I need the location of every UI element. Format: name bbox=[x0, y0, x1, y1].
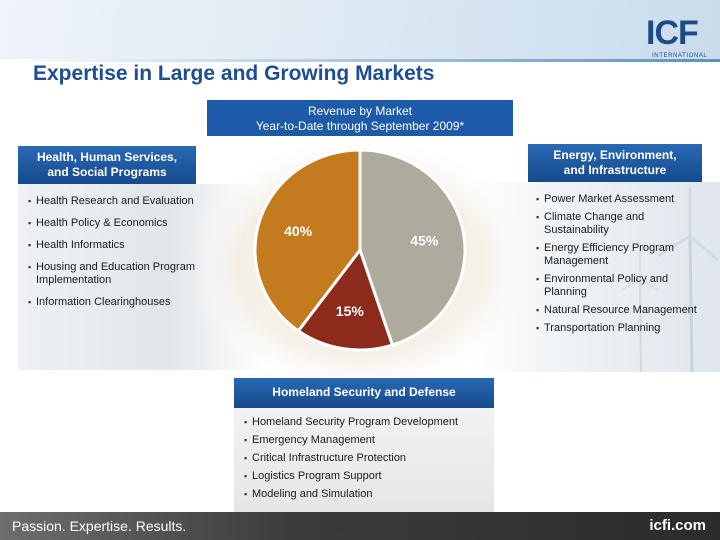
header-band bbox=[0, 0, 720, 62]
homeland-banner: Homeland Security and Defense bbox=[234, 378, 494, 408]
list-item: Health Informatics bbox=[28, 239, 248, 252]
energy-title-line1: Energy, Environment, bbox=[553, 148, 677, 162]
list-item: Information Clearinghouses bbox=[28, 296, 248, 309]
health-list: Health Research and Evaluation Health Po… bbox=[28, 195, 248, 318]
list-item: Energy Efficiency Program Management bbox=[536, 242, 706, 268]
list-item: Health Policy & Economics bbox=[28, 217, 248, 230]
list-item: Critical Infrastructure Protection bbox=[244, 452, 488, 465]
pie-chart: 45% 15% 40% bbox=[200, 140, 520, 380]
list-item: Emergency Management bbox=[244, 434, 488, 447]
list-item: Housing and Education Program Implementa… bbox=[28, 261, 248, 287]
list-item: Logistics Program Support bbox=[244, 470, 488, 483]
pie-slice-label: 45% bbox=[410, 232, 439, 248]
pie-slice bbox=[253, 148, 362, 333]
list-item: Homeland Security Program Development bbox=[244, 416, 488, 429]
health-title-line1: Health, Human Services, bbox=[36, 150, 178, 164]
list-item: Power Market Assessment bbox=[536, 193, 706, 206]
list-item: Modeling and Simulation bbox=[244, 488, 488, 501]
slide-title: Expertise in Large and Growing Markets bbox=[33, 62, 435, 85]
list-item: Natural Resource Management bbox=[536, 304, 706, 317]
energy-banner: Energy, Environment, and Infrastructure bbox=[528, 144, 702, 182]
list-item: Climate Change and Sustainability bbox=[536, 211, 706, 237]
logo-wordmark: ICF bbox=[646, 14, 699, 52]
pie-slice-label: 40% bbox=[284, 223, 313, 239]
footer-site[interactable]: icfi.com bbox=[649, 517, 706, 534]
chart-title: Revenue by Market bbox=[307, 104, 413, 118]
page-number: 4 bbox=[337, 526, 342, 535]
energy-list: Power Market Assessment Climate Change a… bbox=[536, 193, 706, 340]
pie-slice bbox=[296, 246, 395, 352]
pie-svg: 45% 15% 40% bbox=[253, 148, 467, 352]
chart-subtitle: Year-to-Date through September 2009* bbox=[255, 119, 465, 133]
list-item: Transportation Planning bbox=[536, 322, 706, 335]
chart-title-box: Revenue by Market Year-to-Date through S… bbox=[207, 100, 513, 136]
list-item: Environmental Policy and Planning bbox=[536, 273, 706, 299]
energy-title-line2: and Infrastructure bbox=[563, 163, 667, 177]
footer-tagline: Passion. Expertise. Results. bbox=[12, 518, 187, 534]
homeland-title: Homeland Security and Defense bbox=[272, 385, 456, 399]
list-item: Health Research and Evaluation bbox=[28, 195, 248, 208]
pie-slice-label: 15% bbox=[336, 303, 365, 319]
health-title-line2: and Social Programs bbox=[47, 165, 167, 179]
health-banner: Health, Human Services, and Social Progr… bbox=[18, 146, 196, 184]
pie-slice bbox=[358, 148, 467, 347]
homeland-list: Homeland Security Program Development Em… bbox=[244, 416, 488, 506]
footer-bar: Passion. Expertise. Results. icfi.com bbox=[0, 512, 720, 540]
logo-subtext: INTERNATIONAL bbox=[652, 53, 708, 59]
icf-logo: ICF INTERNATIONAL bbox=[646, 14, 708, 66]
